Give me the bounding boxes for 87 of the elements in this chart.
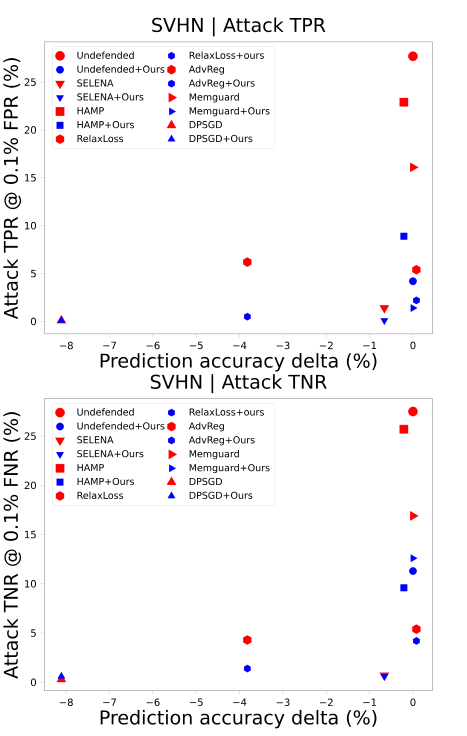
legend-label: SELENA+Ours <box>77 93 144 100</box>
legend-label: DPSGD+Ours <box>190 134 252 142</box>
x-tick-label: −7 <box>103 342 116 349</box>
legend-label: SELENA <box>77 79 114 87</box>
legend-label: Memguard+Ours <box>190 107 270 116</box>
point <box>58 672 66 679</box>
legend-label: RelaxLoss <box>78 492 124 499</box>
y-axis-title: Attack TPR @ 0.1% FPR (%) <box>3 58 22 320</box>
x-tick-label: −5 <box>190 698 203 706</box>
legend-label: HAMP+Ours <box>78 121 134 128</box>
legend-label: SELENA <box>77 436 114 444</box>
y-axis-title: Attack TNR @ 0.1% FNR (%) <box>3 412 22 679</box>
point <box>409 277 417 286</box>
legend-label: DPSGD+Ours <box>190 492 252 499</box>
x-tick-label: −2 <box>320 342 333 350</box>
point <box>244 312 251 321</box>
point <box>380 318 388 325</box>
point <box>408 51 418 62</box>
legend-label: Memguard <box>190 93 239 102</box>
x-tick-label: −6 <box>146 698 160 706</box>
legend-label: Undefended+Ours <box>78 422 165 430</box>
y-tick-label: 0 <box>31 678 36 686</box>
legend-label: RelaxLoss+ours <box>190 51 264 59</box>
point <box>243 635 252 645</box>
y-tick-label: 10 <box>25 580 36 588</box>
legend-label: SELENA+Ours <box>77 450 144 458</box>
x-axis-title: Prediction accuracy delta (%) <box>100 710 377 728</box>
point <box>410 511 419 521</box>
legend-label: Memguard+Ours <box>190 464 270 474</box>
x-tick-label: −8 <box>60 698 73 706</box>
legend-label: Undefended <box>78 51 134 59</box>
point <box>243 257 252 267</box>
chart-title: SVHN | Attack TPR <box>152 17 326 36</box>
x-tick-label: −8 <box>60 342 73 350</box>
x-tick-label: −7 <box>103 698 116 706</box>
y-tick-label: 10 <box>25 222 36 230</box>
y-tick-label: 5 <box>31 629 36 637</box>
x-tick-label: −1 <box>363 698 376 706</box>
legend-label: AdvReg <box>188 422 224 432</box>
x-tick-label: −3 <box>276 342 290 350</box>
x-tick-label: 0 <box>410 698 416 706</box>
x-tick-label: −6 <box>146 342 160 350</box>
point <box>410 554 418 562</box>
point <box>409 567 417 575</box>
legend-label: DPSGD <box>190 121 222 128</box>
x-tick-label: −1 <box>363 342 376 349</box>
point <box>410 162 419 172</box>
legend-label: HAMP+Ours <box>78 478 134 486</box>
y-tick-label: 25 <box>24 432 36 440</box>
x-axis-title: Prediction accuracy delta (%) <box>100 353 377 372</box>
point <box>413 296 420 304</box>
legend-label: DPSGD <box>190 478 222 486</box>
point <box>400 232 408 240</box>
y-tick-label: 5 <box>31 270 36 278</box>
x-tick-label: −5 <box>190 342 203 350</box>
point <box>412 264 421 275</box>
legend-label: AdvReg+Ours <box>188 436 255 446</box>
legend-label: Memguard <box>190 450 239 460</box>
point <box>400 424 408 434</box>
x-tick-label: 0 <box>410 342 416 350</box>
legend-label: Undefended+Ours <box>78 65 165 73</box>
legend-label: RelaxLoss <box>78 134 124 142</box>
x-tick-label: −2 <box>320 698 333 706</box>
legend-label: Undefended <box>78 408 134 416</box>
point <box>408 406 418 416</box>
point <box>410 304 418 312</box>
x-tick-label: −4 <box>233 698 246 706</box>
x-tick-label: −3 <box>276 698 290 706</box>
point <box>380 305 390 314</box>
point <box>400 584 408 592</box>
legend-label: HAMP <box>78 107 104 114</box>
legend-label: HAMP <box>78 464 104 472</box>
point <box>400 98 408 107</box>
y-tick-label: 25 <box>24 78 36 86</box>
y-tick-label: 0 <box>31 318 36 326</box>
legend-label: AdvReg+Ours <box>188 79 255 88</box>
legend-label: RelaxLoss+ours <box>190 408 264 416</box>
point <box>244 664 251 672</box>
legend-label: AdvReg <box>188 65 224 75</box>
y-tick-label: 20 <box>24 126 36 134</box>
y-tick-label: 15 <box>25 530 36 538</box>
y-tick-label: 20 <box>24 482 36 490</box>
chart-title: SVHN | Attack TNR <box>150 374 327 394</box>
x-tick-label: −4 <box>233 342 246 349</box>
point <box>413 637 420 645</box>
y-tick-label: 15 <box>25 174 36 182</box>
point <box>412 624 421 634</box>
